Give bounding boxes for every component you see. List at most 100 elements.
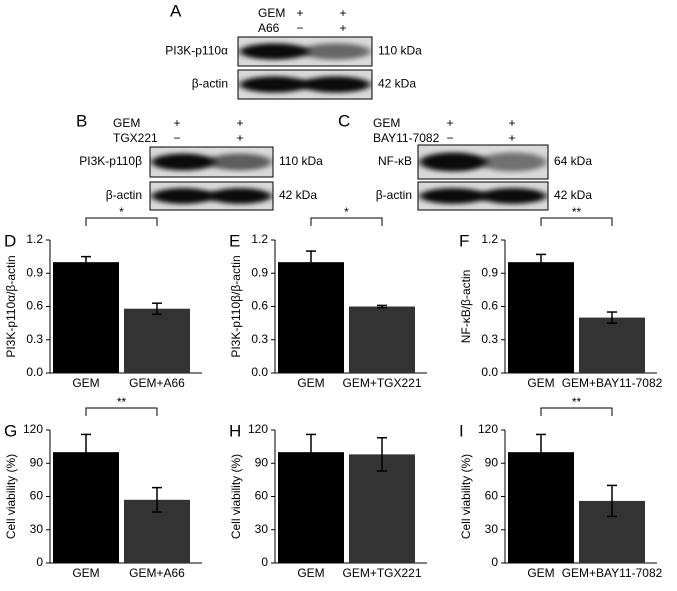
band [239, 43, 310, 60]
band [207, 153, 272, 171]
blot-bands [419, 152, 547, 172]
band-label: NF-κB [378, 154, 412, 168]
blot-frame [149, 181, 274, 211]
blot-bands [151, 188, 272, 204]
significance-bracket [310, 217, 383, 226]
significance-label: * [119, 205, 124, 219]
y-tick-label: 0.0 [251, 365, 268, 379]
y-tick-label: 0.0 [26, 365, 43, 379]
x-tick-label: GEM [527, 376, 554, 390]
x-tick-label: GEM+A66 [129, 376, 185, 390]
treatment-sign: + [236, 116, 243, 130]
error-bar [152, 486, 162, 513]
band [479, 152, 547, 172]
treatment-name: GEM [373, 116, 400, 130]
error-bar [377, 437, 387, 472]
y-tick-label: 0.6 [481, 299, 498, 313]
bar [508, 262, 574, 373]
treatment-name: TGX221 [113, 131, 158, 145]
y-tick-label: 90 [30, 455, 44, 469]
x-tick-label: GEM [72, 566, 99, 580]
y-tick-label: 60 [485, 489, 499, 503]
band-size: 42 kDa [279, 188, 317, 202]
y-tick-label: 1.2 [26, 232, 43, 246]
error-bar [536, 253, 546, 271]
y-tick-label: 30 [485, 522, 499, 536]
band [419, 188, 487, 204]
significance-bracket [85, 407, 158, 416]
significance-label: ** [572, 205, 582, 219]
y-tick-label: 90 [485, 455, 499, 469]
y-tick-label: 0 [261, 555, 268, 569]
treatment-sign: + [173, 116, 180, 130]
panel-letter: I [459, 421, 464, 440]
y-tick-label: 90 [255, 455, 269, 469]
treatment-name: GEM [258, 6, 285, 20]
blot-bands [419, 188, 547, 204]
x-tick-label: GEM [297, 566, 324, 580]
bar [349, 306, 415, 373]
y-tick-label: 0.9 [251, 265, 268, 279]
band [151, 153, 216, 171]
treatment-sign: − [446, 131, 453, 145]
y-axis-label: PI3K-p110α/β-actin [4, 255, 18, 357]
treatment-sign: + [508, 116, 515, 130]
significance-label: * [344, 205, 349, 219]
y-tick-label: 120 [23, 422, 43, 436]
band-size: 110 kDa [378, 44, 422, 58]
blot-frame [237, 36, 373, 67]
significance-bracket [540, 407, 613, 416]
x-tick-label: GEM [527, 566, 554, 580]
error-bar [536, 433, 546, 471]
band [479, 188, 547, 204]
y-tick-label: 120 [478, 422, 498, 436]
band-size: 110 kDa [279, 154, 323, 168]
y-axis-label: Cell viability (%) [459, 454, 473, 539]
treatment-sign: + [236, 131, 243, 145]
x-tick-label: GEM [72, 376, 99, 390]
x-tick-label: GEM+TGX221 [342, 566, 421, 580]
band [151, 188, 216, 204]
band-label: β-actin [376, 188, 412, 202]
y-tick-label: 1.2 [251, 232, 268, 246]
bar [349, 454, 415, 563]
band-size: 64 kDa [554, 154, 592, 168]
error-bar [81, 255, 91, 269]
y-tick-label: 60 [30, 489, 44, 503]
bar [579, 317, 645, 373]
significance-bracket [85, 217, 158, 226]
significance-label: ** [572, 395, 582, 409]
error-bar [306, 250, 316, 274]
x-tick-label: GEM+TGX221 [342, 376, 421, 390]
error-bar [377, 304, 387, 309]
y-tick-label: 0.6 [26, 299, 43, 313]
blot-bands [239, 76, 371, 93]
x-tick-label: GEM+A66 [129, 566, 185, 580]
band-label: β-actin [106, 188, 142, 202]
band [300, 43, 371, 60]
treatment-sign: + [446, 116, 453, 130]
y-tick-label: 30 [30, 522, 44, 536]
treatment-sign: + [296, 6, 303, 20]
panel-letter: C [338, 111, 350, 130]
band [207, 188, 272, 204]
treatment-sign: + [339, 6, 346, 20]
y-tick-label: 0.9 [481, 265, 498, 279]
blot-frame [149, 146, 274, 178]
x-tick-label: GEM [297, 376, 324, 390]
band-label: PI3K-p110α [165, 44, 228, 58]
blot-frame [417, 181, 549, 211]
significance-label: ** [117, 395, 127, 409]
blot-frame [237, 69, 373, 100]
y-tick-label: 0.9 [26, 265, 43, 279]
treatment-name: GEM [113, 116, 140, 130]
panel-letter: E [229, 231, 240, 250]
panel-letter: D [4, 231, 16, 250]
band [239, 76, 310, 93]
treatment-sign: − [296, 21, 303, 35]
y-axis-label: PI3K-p110β/β-actin [229, 255, 243, 357]
bar [53, 262, 119, 373]
y-tick-label: 30 [255, 522, 269, 536]
panel-letter: H [229, 421, 241, 440]
